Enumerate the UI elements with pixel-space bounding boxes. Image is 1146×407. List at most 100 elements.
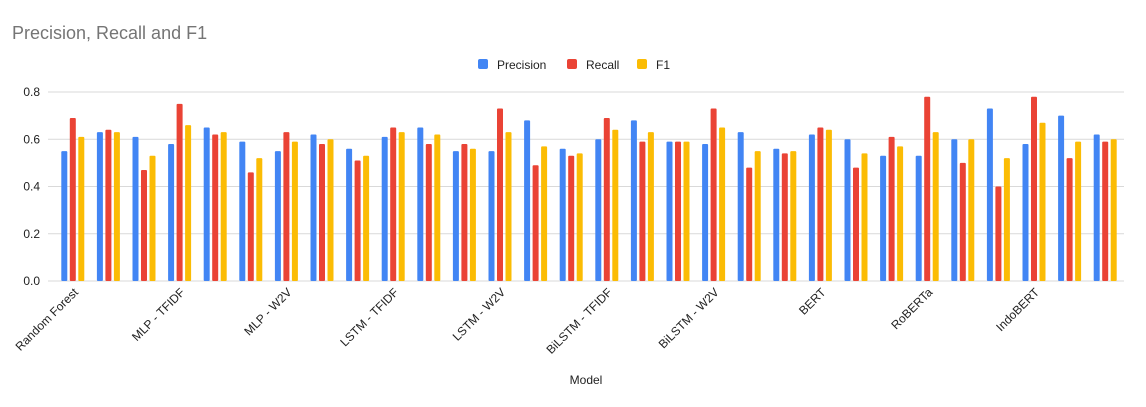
x-axis-title: Model bbox=[570, 373, 603, 387]
bar bbox=[363, 155, 370, 281]
bar bbox=[505, 132, 512, 281]
bar bbox=[319, 143, 325, 281]
bar bbox=[737, 132, 744, 281]
legend-swatch bbox=[478, 59, 488, 69]
legend-label: Recall bbox=[586, 58, 619, 72]
y-tick-label: 0.6 bbox=[23, 132, 40, 146]
bar bbox=[541, 146, 548, 281]
bar bbox=[291, 141, 298, 281]
x-tick-label: Random Forest bbox=[13, 285, 82, 354]
bar bbox=[746, 167, 753, 281]
bar bbox=[283, 132, 290, 281]
bar bbox=[132, 136, 139, 281]
x-tick-label: LSTM - W2V bbox=[450, 285, 508, 343]
bar bbox=[247, 172, 254, 281]
bar bbox=[1066, 158, 1073, 281]
x-tick-label: MLP - W2V bbox=[241, 285, 294, 338]
bar bbox=[647, 132, 654, 281]
x-tick-label: RoBERTa bbox=[888, 285, 935, 332]
bar bbox=[212, 134, 219, 281]
bar bbox=[532, 165, 539, 281]
bar bbox=[203, 127, 210, 281]
bar bbox=[220, 132, 227, 281]
bar bbox=[710, 108, 717, 281]
bar bbox=[488, 151, 495, 281]
bar bbox=[603, 117, 610, 281]
bar bbox=[968, 139, 975, 281]
bar bbox=[675, 141, 681, 281]
bar bbox=[568, 155, 575, 281]
bar bbox=[176, 103, 183, 281]
bar bbox=[398, 132, 405, 281]
x-tick-label: BiLSTM - W2V bbox=[656, 285, 722, 351]
bar bbox=[69, 117, 76, 281]
bar bbox=[524, 120, 531, 281]
bar bbox=[113, 132, 120, 281]
bar bbox=[149, 155, 156, 281]
bar bbox=[185, 125, 192, 281]
bar bbox=[461, 143, 468, 281]
bar bbox=[639, 141, 646, 281]
bar bbox=[612, 129, 619, 281]
bar bbox=[381, 136, 388, 281]
y-tick-label: 0.8 bbox=[23, 85, 40, 99]
x-tick-label: IndoBERT bbox=[993, 285, 1042, 334]
y-tick-label: 0.0 bbox=[23, 274, 40, 288]
bar bbox=[1039, 122, 1046, 282]
bar bbox=[986, 108, 993, 281]
bar bbox=[390, 127, 397, 281]
bar bbox=[817, 127, 824, 281]
legend-swatch bbox=[637, 59, 647, 69]
bar bbox=[595, 139, 602, 281]
bar bbox=[719, 127, 726, 281]
bar bbox=[630, 120, 637, 281]
bar bbox=[880, 155, 887, 281]
legend-label: Precision bbox=[497, 58, 546, 72]
bar bbox=[844, 139, 851, 281]
bar bbox=[1058, 115, 1065, 281]
bar bbox=[773, 148, 780, 281]
bar bbox=[274, 151, 281, 281]
bar bbox=[576, 153, 583, 281]
bar bbox=[959, 162, 966, 281]
bar bbox=[825, 129, 832, 281]
bar bbox=[951, 139, 958, 281]
bar bbox=[78, 136, 85, 281]
bar bbox=[469, 148, 476, 281]
bar bbox=[683, 141, 690, 281]
bar bbox=[924, 96, 931, 281]
bar bbox=[932, 132, 939, 281]
bar bbox=[346, 148, 353, 281]
bar bbox=[434, 134, 441, 281]
bar bbox=[1110, 139, 1117, 281]
bar bbox=[1031, 96, 1037, 281]
bar bbox=[61, 151, 68, 281]
bar bbox=[781, 153, 788, 281]
bar bbox=[1003, 158, 1010, 281]
legend-label: F1 bbox=[656, 58, 670, 72]
bar bbox=[897, 146, 904, 281]
bar bbox=[1075, 141, 1082, 281]
bar bbox=[888, 136, 895, 281]
bar bbox=[168, 143, 175, 281]
x-tick-label: MLP - TFIDF bbox=[129, 285, 188, 344]
bar bbox=[1022, 143, 1029, 281]
x-tick-label: LSTM - TFIDF bbox=[337, 285, 401, 349]
bar bbox=[105, 129, 112, 281]
bar bbox=[1093, 134, 1100, 281]
bar bbox=[861, 153, 868, 281]
bar bbox=[354, 160, 361, 281]
bar bbox=[417, 127, 424, 281]
bar bbox=[853, 167, 859, 281]
bar bbox=[141, 169, 147, 281]
x-tick-label: BERT bbox=[796, 285, 829, 318]
bar bbox=[497, 108, 503, 281]
bar bbox=[239, 141, 246, 281]
y-tick-label: 0.4 bbox=[23, 180, 40, 194]
chart-title: Precision, Recall and F1 bbox=[12, 23, 207, 43]
bar bbox=[808, 134, 815, 281]
bar bbox=[790, 151, 797, 281]
bar bbox=[256, 158, 263, 281]
bar bbox=[327, 139, 334, 281]
